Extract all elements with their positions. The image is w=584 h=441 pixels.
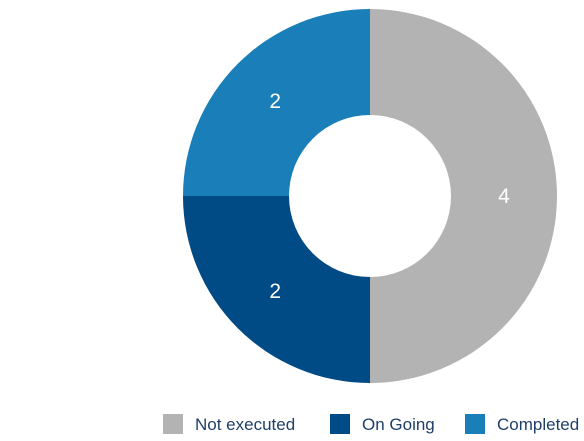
legend-item-completed: Completed	[465, 414, 579, 434]
slice-completed	[183, 9, 370, 196]
slice-not-executed	[370, 9, 557, 383]
legend-swatch-on-going	[330, 414, 350, 434]
legend-label-not-executed: Not executed	[195, 415, 295, 434]
slice-labels: 4 2 2	[269, 90, 510, 303]
legend-label-completed: Completed	[497, 415, 579, 434]
legend-item-not-executed: Not executed	[163, 414, 295, 434]
slice-value-label-completed: 2	[269, 90, 281, 113]
legend-item-on-going: On Going	[330, 414, 435, 434]
legend-label-on-going: On Going	[362, 415, 435, 434]
legend-swatch-not-executed	[163, 414, 183, 434]
legend: Not executed On Going Completed	[163, 414, 579, 434]
slice-value-label-not-executed: 4	[498, 185, 510, 208]
legend-swatch-completed	[465, 414, 485, 434]
slice-on-going	[183, 196, 370, 383]
slice-value-label-on-going: 2	[269, 280, 281, 303]
donut-slices	[183, 9, 557, 383]
